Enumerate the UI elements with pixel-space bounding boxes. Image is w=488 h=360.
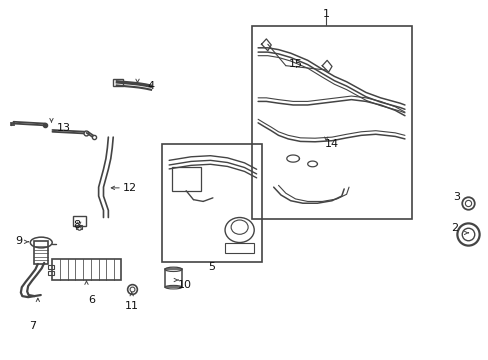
Bar bbox=[113, 79, 122, 86]
Bar bbox=[73, 216, 85, 226]
Text: 9: 9 bbox=[15, 236, 22, 246]
Bar bbox=[48, 265, 54, 269]
Text: 14: 14 bbox=[325, 139, 338, 149]
Text: 3: 3 bbox=[452, 192, 459, 202]
Bar bbox=[48, 271, 54, 275]
Text: 5: 5 bbox=[207, 262, 215, 272]
Text: 13: 13 bbox=[57, 123, 70, 133]
Text: 1: 1 bbox=[322, 9, 329, 19]
Text: 2: 2 bbox=[450, 223, 457, 233]
Bar bbox=[251, 26, 411, 219]
Text: 4: 4 bbox=[147, 81, 154, 91]
Text: 6: 6 bbox=[88, 296, 95, 305]
Text: 11: 11 bbox=[124, 301, 139, 311]
Text: 10: 10 bbox=[178, 280, 192, 291]
Bar bbox=[52, 258, 120, 280]
Bar bbox=[162, 144, 261, 262]
Bar bbox=[171, 167, 201, 191]
Text: 8: 8 bbox=[73, 220, 80, 230]
Bar bbox=[164, 269, 182, 287]
Bar bbox=[34, 241, 48, 264]
Text: 7: 7 bbox=[29, 321, 37, 332]
Bar bbox=[76, 225, 81, 229]
Text: 12: 12 bbox=[123, 183, 137, 193]
Bar bbox=[224, 243, 254, 253]
Text: 15: 15 bbox=[288, 59, 302, 69]
